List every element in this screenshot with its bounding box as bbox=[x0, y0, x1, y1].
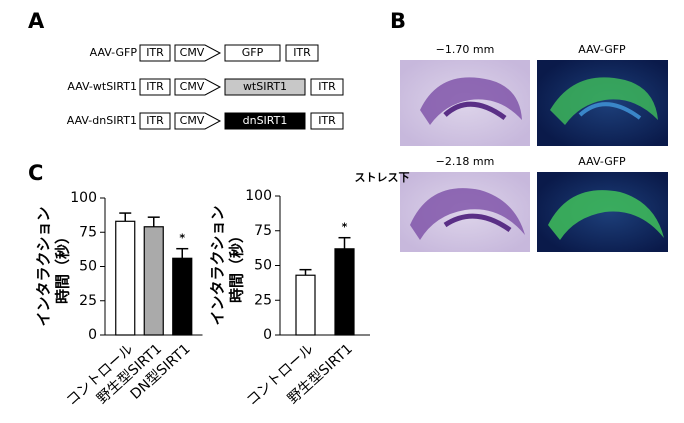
part-label: ITR bbox=[318, 80, 336, 93]
part-label: CMV bbox=[180, 80, 205, 93]
y-axis-label: 時間（秒） bbox=[228, 228, 246, 303]
part-label: ITR bbox=[146, 114, 164, 127]
y-tick-label: 50 bbox=[254, 258, 272, 274]
itr-box bbox=[310, 112, 344, 130]
bar bbox=[143, 226, 164, 336]
panel-label: B bbox=[390, 9, 406, 33]
bar bbox=[115, 220, 136, 336]
y-tick-label: 25 bbox=[254, 292, 272, 308]
image-position: −2.18 mm bbox=[436, 155, 495, 168]
y-tick-label: 75 bbox=[254, 223, 272, 239]
y-tick-label: 100 bbox=[70, 190, 97, 206]
panel-label: A bbox=[28, 9, 45, 33]
itr-box bbox=[139, 112, 171, 130]
significance: * bbox=[179, 232, 185, 245]
part-label: ITR bbox=[318, 114, 336, 127]
gene-box bbox=[224, 44, 281, 62]
itr-box bbox=[310, 78, 344, 96]
part-label: GFP bbox=[242, 46, 264, 59]
cmv-arrow bbox=[174, 44, 222, 62]
part-label: CMV bbox=[180, 46, 205, 59]
part-label: ITR bbox=[293, 46, 311, 59]
construct-name: AAV-GFP bbox=[90, 46, 138, 59]
y-tick-label: 0 bbox=[88, 327, 97, 343]
itr-box bbox=[139, 44, 171, 62]
part-label: ITR bbox=[146, 80, 164, 93]
construct-name: AAV-dnSIRT1 bbox=[67, 114, 137, 127]
bar bbox=[295, 274, 316, 336]
image-label: AAV-GFP bbox=[578, 155, 626, 168]
cmv-arrow bbox=[174, 78, 222, 96]
y-tick-label: 50 bbox=[79, 259, 97, 275]
image-position: −1.70 mm bbox=[436, 43, 495, 56]
part-label: ITR bbox=[146, 46, 164, 59]
y-axis-label: インタラクション bbox=[209, 205, 227, 325]
y-tick-label: 100 bbox=[245, 188, 272, 204]
bar bbox=[172, 257, 193, 336]
part-label: dnSIRT1 bbox=[243, 114, 288, 127]
itr-box bbox=[285, 44, 319, 62]
y-tick-label: 25 bbox=[79, 293, 97, 309]
y-tick-label: 75 bbox=[79, 224, 97, 240]
gene-box bbox=[224, 78, 306, 96]
histology-images bbox=[400, 60, 668, 252]
itr-box bbox=[139, 78, 171, 96]
cmv-arrow bbox=[174, 112, 222, 130]
image-label: AAV-GFP bbox=[578, 43, 626, 56]
panel-label: C bbox=[28, 161, 43, 185]
part-label: CMV bbox=[180, 114, 205, 127]
gene-box bbox=[224, 112, 306, 130]
bar bbox=[334, 248, 355, 336]
y-tick-label: 0 bbox=[263, 327, 272, 343]
significance: * bbox=[342, 221, 348, 234]
chart-title: ストレス下 bbox=[355, 171, 410, 184]
y-axis-label: インタラクション bbox=[35, 206, 53, 326]
construct-name: AAV-wtSIRT1 bbox=[67, 80, 137, 93]
y-axis-label: 時間（秒） bbox=[54, 229, 72, 304]
part-label: wtSIRT1 bbox=[243, 80, 287, 93]
